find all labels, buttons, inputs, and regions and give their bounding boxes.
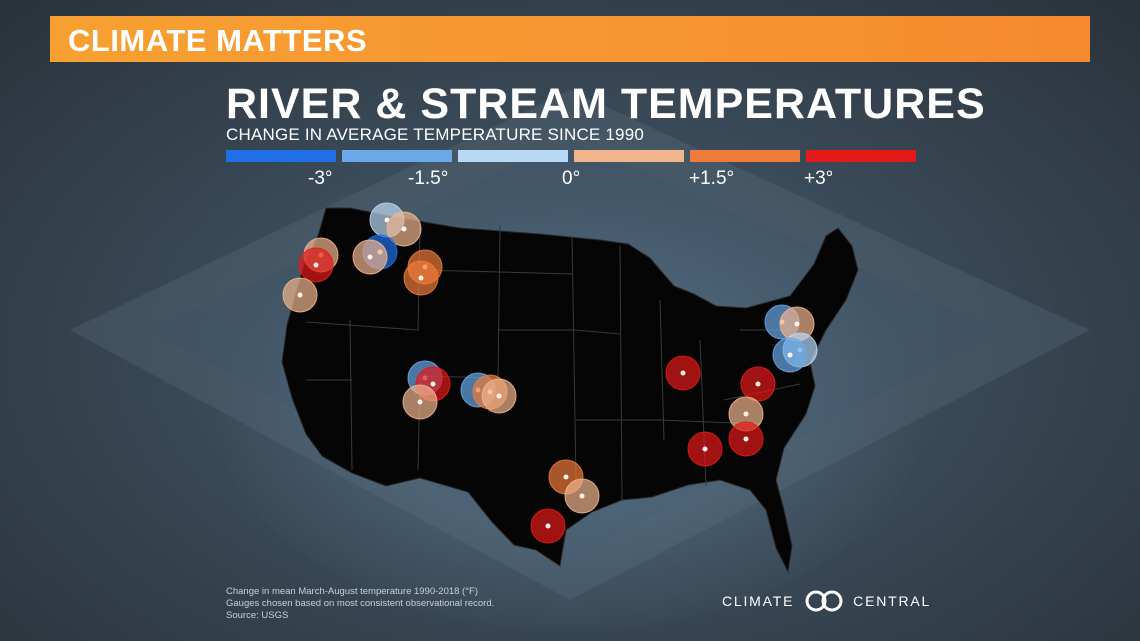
footnote: Change in mean March-August temperature … — [226, 586, 494, 622]
gauge-center-dot — [743, 411, 749, 417]
legend-swatch-4 — [574, 150, 684, 162]
gauge-center-dot — [418, 275, 424, 281]
logo-word-left: CLIMATE — [722, 593, 795, 609]
gauge-center-dot — [755, 381, 761, 387]
gauge-center-dot — [743, 436, 749, 442]
banner-title: CLIMATE MATTERS — [68, 23, 368, 58]
gauge-center-dot — [794, 321, 800, 327]
chart-title: RIVER & STREAM TEMPERATURES — [226, 80, 986, 128]
gauge-center-dot — [297, 292, 303, 298]
logo-word-right: CENTRAL — [853, 593, 932, 609]
gauge-center-dot — [702, 446, 708, 452]
footnote-line-2: Gauges chosen based on most consistent o… — [226, 598, 495, 609]
legend-label-minus-1-5: -1.5° — [408, 168, 449, 189]
gauge-center-dot — [680, 370, 686, 376]
legend-swatch-3 — [458, 150, 568, 162]
gauge-center-dot — [430, 381, 436, 387]
legend-label-plus-1-5: +1.5° — [689, 168, 735, 189]
state-borders — [305, 221, 801, 501]
us-landmass — [281, 207, 859, 574]
footnote-line-1: Change in mean March-August temperature … — [226, 586, 478, 597]
gauge-center-dot — [579, 493, 585, 499]
legend-swatch-6 — [806, 150, 916, 162]
footnote-line-3: Source: USGS — [226, 610, 289, 621]
climate-central-logo: CLIMATE CENTRAL — [722, 590, 931, 616]
gauge-markers — [282, 202, 818, 544]
gauge-center-dot — [401, 226, 407, 232]
color-legend: -3° -1.5° 0° +1.5° +3° — [226, 150, 916, 190]
chart-subtitle: CHANGE IN AVERAGE TEMPERATURE SINCE 1990 — [226, 125, 645, 144]
legend-swatch-5 — [690, 150, 800, 162]
gauge-center-dot — [563, 474, 569, 480]
gauge-center-dot — [367, 254, 373, 260]
legend-label-minus-3: -3° — [308, 168, 333, 189]
climate-matters-banner: CLIMATE MATTERS — [50, 16, 1090, 62]
gauge-center-dot — [496, 393, 502, 399]
gauge-center-dot — [545, 523, 551, 529]
gauge-center-dot — [787, 352, 793, 358]
gauge-center-dot — [417, 399, 423, 405]
logo-rings-icon — [805, 590, 843, 612]
legend-label-plus-3: +3° — [804, 168, 834, 189]
gauge-center-dot — [313, 262, 319, 268]
legend-swatch-1 — [226, 150, 336, 162]
legend-swatch-2 — [342, 150, 452, 162]
gauge-center-dot — [384, 217, 390, 223]
